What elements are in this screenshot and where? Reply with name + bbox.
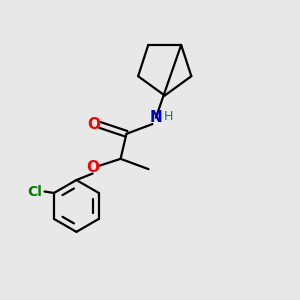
- Text: N: N: [149, 110, 162, 125]
- Text: Cl: Cl: [27, 184, 42, 199]
- Text: O: O: [86, 160, 99, 175]
- Text: H: H: [164, 110, 173, 123]
- Text: O: O: [87, 117, 100, 132]
